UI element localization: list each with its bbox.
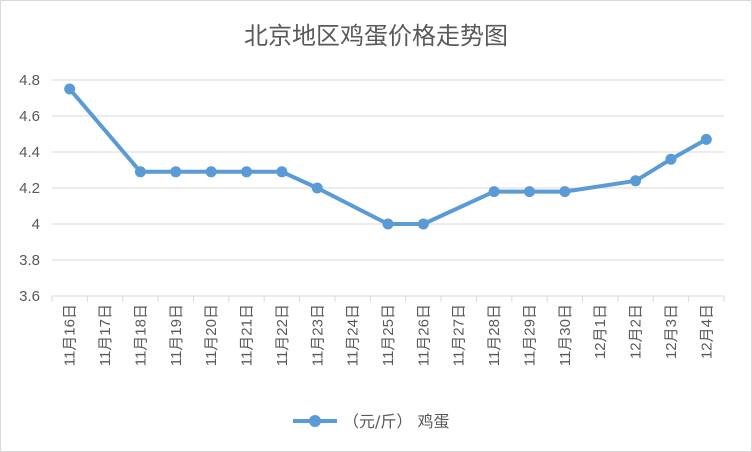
data-point xyxy=(276,166,288,178)
legend: （元/斤） 鸡蛋 xyxy=(293,412,449,431)
legend-point-marker xyxy=(309,415,321,427)
data-point xyxy=(382,218,394,230)
y-axis-ticks: 3.6 3.8 4 4.2 4.4 4.6 4.8 xyxy=(19,72,40,305)
chart-title: 北京地区鸡蛋价格走势图 xyxy=(244,22,508,50)
x-tick-label: 11月26日 xyxy=(415,304,432,366)
x-tick-label: 11月24日 xyxy=(345,304,362,366)
data-point xyxy=(170,166,182,178)
data-point xyxy=(134,166,146,178)
y-tick-label: 4.2 xyxy=(19,180,40,197)
x-tick-label: 11月29日 xyxy=(521,304,538,366)
data-point xyxy=(488,186,500,198)
x-tick-label: 11月20日 xyxy=(203,304,220,366)
data-point xyxy=(700,133,712,145)
data-point xyxy=(205,166,217,178)
x-tick-label: 11月28日 xyxy=(486,304,503,366)
series-layer xyxy=(64,83,712,230)
x-tick-label: 12月1日 xyxy=(592,304,609,359)
x-tick-label: 12月4日 xyxy=(698,304,715,359)
y-tick-label: 4.8 xyxy=(19,72,40,89)
x-tick-label: 11月25日 xyxy=(380,304,397,366)
data-point xyxy=(665,153,677,165)
x-tick-label: 11月21日 xyxy=(239,304,256,366)
y-tick-label: 4.4 xyxy=(19,144,40,161)
x-tick-label: 11月18日 xyxy=(132,304,149,366)
y-tick-label: 3.6 xyxy=(19,288,40,305)
data-point xyxy=(64,83,76,95)
x-tick-label: 11月16日 xyxy=(62,304,79,366)
data-point xyxy=(417,218,429,230)
data-point xyxy=(630,175,642,187)
gridlines xyxy=(52,79,724,297)
x-tick-label: 12月2日 xyxy=(628,304,645,359)
x-tick-label: 11月17日 xyxy=(97,304,114,366)
x-tick-label: 11月27日 xyxy=(451,304,468,366)
y-tick-label: 4.6 xyxy=(19,108,40,125)
series-line-0 xyxy=(68,87,708,226)
data-point xyxy=(241,166,253,178)
y-tick-label: 4 xyxy=(32,216,40,233)
data-point xyxy=(559,186,571,198)
x-tick-label: 11月19日 xyxy=(168,304,185,366)
x-tick-label: 11月30日 xyxy=(557,304,574,366)
legend-label: （元/斤） 鸡蛋 xyxy=(343,412,449,431)
y-tick-label: 3.8 xyxy=(19,252,40,269)
data-point xyxy=(311,182,323,194)
x-tick-label: 11月22日 xyxy=(274,304,291,366)
x-tick-label: 11月23日 xyxy=(309,304,326,366)
x-axis: 11月16日 11月17日 11月18日 11月19日 11月20日 11月21日 11月2… xyxy=(51,296,725,366)
data-point xyxy=(523,186,535,198)
x-tick-label: 12月3日 xyxy=(663,304,680,359)
